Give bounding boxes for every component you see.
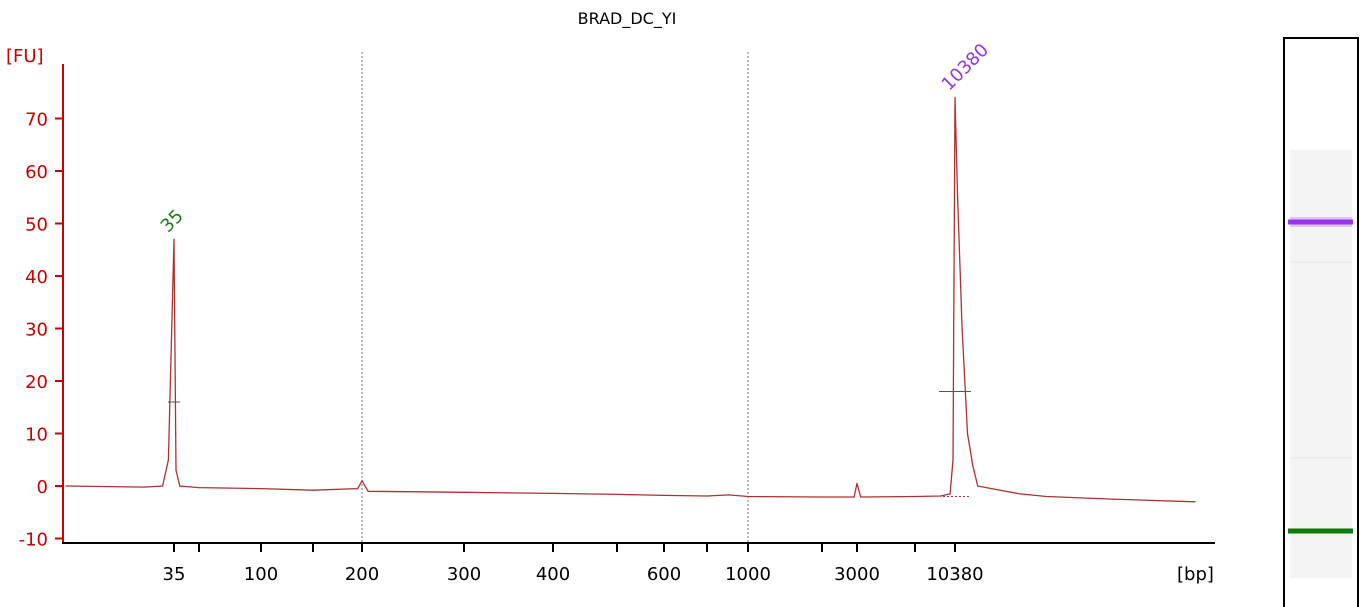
y-tick-label: 40 bbox=[25, 267, 48, 288]
trace-point bbox=[954, 96, 956, 99]
trace-point bbox=[1019, 493, 1021, 495]
y-axis-label: [FU] bbox=[6, 46, 44, 67]
trace-point bbox=[179, 485, 181, 487]
y-tick-label: 30 bbox=[25, 320, 48, 341]
y-tick-label: 20 bbox=[25, 372, 48, 393]
trace-point bbox=[162, 485, 164, 487]
trace-point bbox=[616, 493, 618, 495]
trace-point bbox=[417, 491, 419, 493]
trace-point bbox=[65, 485, 67, 487]
trace-point bbox=[167, 459, 170, 461]
trace-point bbox=[367, 490, 369, 492]
peak-label: 35 bbox=[157, 206, 188, 237]
trace-point bbox=[953, 275, 955, 277]
x-tick-label: 600 bbox=[647, 564, 681, 585]
x-tick-label: 200 bbox=[345, 564, 379, 585]
trace-point bbox=[312, 489, 314, 491]
trace-point bbox=[706, 495, 708, 497]
trace-point bbox=[1194, 501, 1196, 503]
y-tick-label: 0 bbox=[37, 477, 48, 498]
trace-point bbox=[853, 496, 855, 498]
y-tick-label: 50 bbox=[25, 215, 48, 236]
x-tick-label: 35 bbox=[163, 564, 186, 585]
trace-point bbox=[1045, 495, 1048, 498]
trace-point bbox=[198, 486, 200, 489]
trace-point bbox=[977, 485, 979, 487]
gel-lane bbox=[1283, 37, 1359, 607]
trace-point bbox=[173, 238, 175, 240]
trace-point bbox=[961, 327, 963, 330]
trace-point bbox=[728, 494, 730, 496]
trace-point bbox=[949, 493, 951, 495]
trace-point bbox=[663, 494, 665, 497]
trace-point bbox=[170, 348, 172, 351]
trace-point bbox=[952, 459, 954, 461]
y-tick-label: 70 bbox=[25, 110, 48, 131]
trace-point bbox=[143, 486, 145, 488]
chart-title: BRAD_DC_YI bbox=[578, 9, 677, 29]
trace-group bbox=[65, 96, 1196, 503]
vertical-gridlines bbox=[361, 52, 749, 543]
trace-point bbox=[821, 496, 823, 498]
trace-point bbox=[552, 492, 554, 494]
trace-point bbox=[174, 354, 176, 356]
y-axis: -10 0 10 20 30 40 50 60 70 bbox=[19, 64, 64, 551]
x-tick-label: 400 bbox=[536, 564, 570, 585]
x-tick-label: 100 bbox=[244, 564, 278, 585]
x-tick-label: 300 bbox=[447, 564, 481, 585]
gel-band bbox=[1288, 528, 1353, 534]
trace-point bbox=[357, 488, 359, 490]
y-tick-label: 60 bbox=[25, 162, 48, 183]
trace-point bbox=[175, 469, 177, 471]
x-tick-label: 3000 bbox=[834, 564, 880, 585]
trace-point bbox=[966, 432, 969, 435]
x-axis: 35 100 200 300 400 600 1000 3000 10380 bbox=[62, 542, 1215, 585]
trace-point bbox=[463, 491, 465, 493]
trace-point bbox=[956, 196, 959, 198]
trace-point bbox=[914, 495, 916, 498]
gel-band bbox=[1288, 219, 1353, 225]
gel-lane-background bbox=[1290, 150, 1352, 578]
y-tick-label: -10 bbox=[19, 530, 48, 551]
x-tick-label: 10380 bbox=[926, 564, 983, 585]
peak-annotations: 35 10380 bbox=[157, 40, 993, 497]
x-tick-label: 1000 bbox=[725, 564, 771, 585]
trace-line bbox=[65, 97, 1196, 503]
trace-point bbox=[940, 495, 942, 497]
peak-label: 10380 bbox=[938, 40, 993, 95]
trace-point bbox=[860, 496, 862, 498]
trace-point bbox=[990, 488, 993, 490]
trace-point bbox=[361, 480, 363, 482]
trace-point bbox=[856, 482, 858, 484]
trace-point bbox=[260, 488, 262, 490]
trace-point bbox=[747, 495, 749, 498]
trace-point bbox=[972, 464, 974, 466]
trace-point bbox=[1111, 498, 1113, 500]
y-tick-label: 10 bbox=[25, 425, 48, 446]
x-axis-label: [bp] bbox=[1177, 564, 1214, 585]
